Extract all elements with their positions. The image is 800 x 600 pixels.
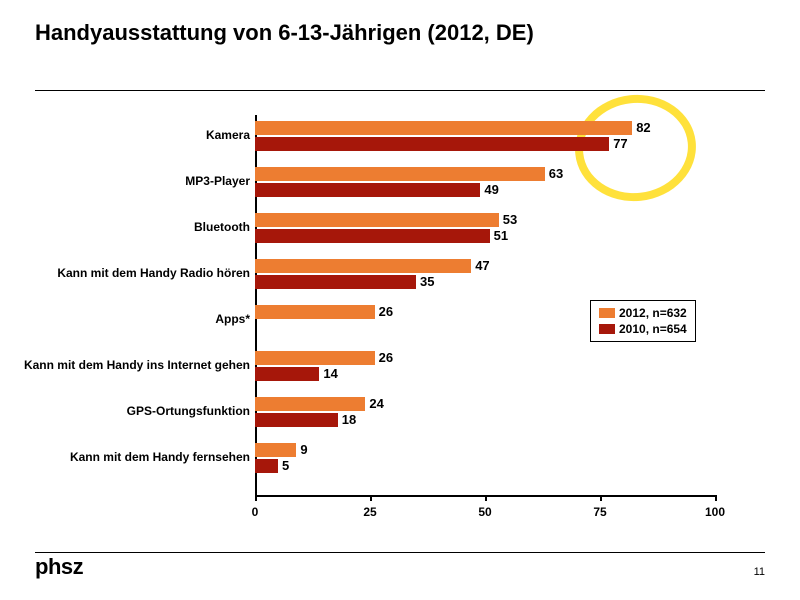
legend-label: 2012, n=632 bbox=[619, 305, 687, 321]
category-label: Kamera bbox=[206, 128, 250, 142]
bar-2010 bbox=[255, 137, 609, 151]
bar-2012 bbox=[255, 305, 375, 319]
bar-value-2010: 51 bbox=[494, 228, 508, 243]
legend-box: 2012, n=632 2010, n=654 bbox=[590, 300, 696, 342]
category-label: Kann mit dem Handy ins Internet gehen bbox=[24, 358, 250, 372]
bar-2010 bbox=[255, 459, 278, 473]
bar-2010 bbox=[255, 367, 319, 381]
bar-2010 bbox=[255, 275, 416, 289]
category-label: GPS-Ortungsfunktion bbox=[127, 404, 250, 418]
category-label: Kann mit dem Handy Radio hören bbox=[57, 266, 250, 280]
xtick-mark bbox=[600, 495, 602, 501]
bar-2010 bbox=[255, 413, 338, 427]
xtick-mark bbox=[715, 495, 717, 501]
bar-value-2012: 24 bbox=[369, 396, 383, 411]
category-label: Bluetooth bbox=[194, 220, 250, 234]
bar-2012 bbox=[255, 443, 296, 457]
legend-item-2010: 2010, n=654 bbox=[599, 321, 687, 337]
page-number: 11 bbox=[754, 566, 765, 578]
bar-value-2010: 77 bbox=[613, 136, 627, 151]
slide-title: Handyausstattung von 6-13-Jährigen (2012… bbox=[35, 20, 534, 46]
bar-value-2010: 35 bbox=[420, 274, 434, 289]
xtick-label: 100 bbox=[705, 505, 725, 519]
divider-bottom bbox=[35, 552, 765, 553]
bar-2010 bbox=[255, 229, 490, 243]
legend-swatch-icon bbox=[599, 324, 615, 334]
bar-2012 bbox=[255, 121, 632, 135]
category-label: Kann mit dem Handy fernsehen bbox=[70, 450, 250, 464]
bar-value-2012: 53 bbox=[503, 212, 517, 227]
bar-value-2012: 9 bbox=[300, 442, 307, 457]
bar-value-2012: 82 bbox=[636, 120, 650, 135]
category-label: MP3-Player bbox=[185, 174, 250, 188]
bar-2012 bbox=[255, 351, 375, 365]
bar-2012 bbox=[255, 259, 471, 273]
legend-item-2012: 2012, n=632 bbox=[599, 305, 687, 321]
bar-value-2012: 26 bbox=[379, 350, 393, 365]
xtick-label: 75 bbox=[593, 505, 606, 519]
bar-value-2012: 47 bbox=[475, 258, 489, 273]
divider-top bbox=[35, 90, 765, 91]
xtick-mark bbox=[485, 495, 487, 501]
bar-value-2010: 18 bbox=[342, 412, 356, 427]
category-label: Apps* bbox=[215, 312, 250, 326]
bar-2012 bbox=[255, 213, 499, 227]
legend-swatch-icon bbox=[599, 308, 615, 318]
bar-2012 bbox=[255, 167, 545, 181]
xtick-label: 0 bbox=[252, 505, 259, 519]
footer-brand: phsz bbox=[35, 554, 83, 580]
bar-2012 bbox=[255, 397, 365, 411]
xtick-mark bbox=[255, 495, 257, 501]
bar-value-2010: 49 bbox=[484, 182, 498, 197]
xtick-mark bbox=[370, 495, 372, 501]
chart-container: 0 25 50 75 100 Kamera 82 77 MP3-Player 6… bbox=[35, 105, 765, 535]
bar-value-2010: 14 bbox=[323, 366, 337, 381]
bar-value-2012: 26 bbox=[379, 304, 393, 319]
xtick-label: 25 bbox=[363, 505, 376, 519]
bar-value-2010: 5 bbox=[282, 458, 289, 473]
bar-2010 bbox=[255, 183, 480, 197]
bar-value-2012: 63 bbox=[549, 166, 563, 181]
xtick-label: 50 bbox=[478, 505, 491, 519]
legend-label: 2010, n=654 bbox=[619, 321, 687, 337]
